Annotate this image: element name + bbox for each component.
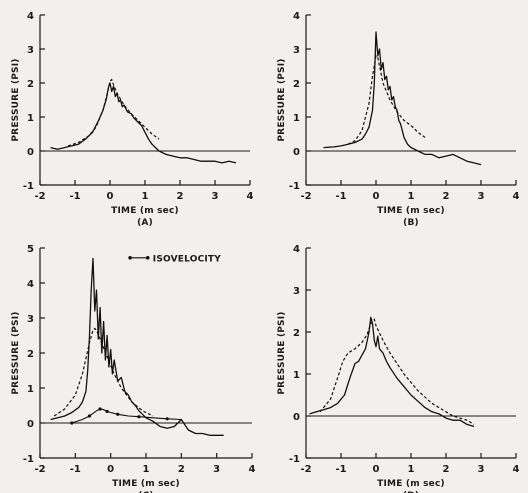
x-tick-label: -1 — [69, 191, 80, 202]
y-axis-label: PRESSURE (PSI) — [277, 58, 287, 141]
panel-label: (D) — [403, 491, 419, 493]
series-line-solid — [50, 257, 224, 436]
y-tick-label: 5 — [27, 244, 34, 255]
y-tick-label: 4 — [293, 244, 300, 255]
series-line-dashed — [53, 327, 154, 417]
y-tick-label: 4 — [293, 11, 300, 22]
y-axis-label: PRESSURE (PSI) — [11, 58, 21, 141]
y-tick-label: -1 — [289, 181, 300, 192]
x-tick-label: -2 — [300, 464, 311, 475]
x-tick-label: 4 — [513, 464, 520, 475]
y-tick-label: 3 — [27, 45, 34, 56]
y-axis-label: PRESSURE (PSI) — [11, 311, 21, 394]
x-tick-label: 1 — [142, 191, 149, 202]
y-tick-label: -1 — [289, 454, 300, 465]
x-tick-label: 3 — [478, 191, 485, 202]
x-axis-label: TIME (m sec) — [377, 206, 445, 216]
y-tick-label: 0 — [27, 419, 34, 430]
x-tick-label: 3 — [478, 464, 485, 475]
y-tick-label: 3 — [293, 45, 300, 56]
series-line-dashed — [319, 318, 475, 425]
y-tick-label: -1 — [23, 181, 34, 192]
x-axis-label: TIME (m sec) — [112, 479, 180, 489]
x-tick-label: 0 — [373, 191, 380, 202]
isovelocity-marker — [116, 412, 120, 416]
x-tick-label: 2 — [178, 464, 185, 475]
isovelocity-marker — [105, 409, 109, 414]
y-tick-label: 0 — [293, 147, 300, 158]
x-tick-label: 2 — [177, 191, 184, 202]
isovelocity-marker — [87, 414, 92, 418]
x-tick-label: -2 — [300, 191, 311, 202]
series-line-solid — [309, 316, 475, 428]
x-tick-label: 3 — [212, 191, 219, 202]
y-tick-label: 4 — [27, 279, 34, 290]
y-tick-label: 3 — [293, 286, 300, 297]
y-tick-label: 3 — [27, 314, 34, 325]
x-tick-label: 4 — [249, 464, 256, 475]
y-tick-label: 1 — [293, 113, 300, 124]
y-tick-label: 1 — [293, 370, 300, 381]
series-line-solid — [323, 31, 482, 166]
y-tick-label: 0 — [293, 412, 300, 423]
y-tick-label: 2 — [27, 79, 34, 90]
y-tick-label: 0 — [27, 147, 34, 158]
legend-label: ISOVELOCITY — [153, 254, 222, 264]
isovelocity-marker — [137, 415, 141, 419]
isovelocity-marker — [98, 407, 102, 411]
y-axis-label: PRESSURE (PSI) — [277, 311, 287, 394]
y-tick-label: 1 — [27, 113, 34, 124]
x-tick-label: 1 — [143, 464, 150, 475]
panel-label: (A) — [137, 218, 153, 228]
legend-marker — [145, 255, 150, 260]
x-tick-label: 2 — [443, 191, 450, 202]
x-axis-label: TIME (m sec) — [111, 206, 179, 216]
x-tick-label: 0 — [373, 464, 380, 475]
y-tick-label: 2 — [27, 349, 34, 360]
x-tick-label: 0 — [107, 191, 114, 202]
x-tick-label: -1 — [335, 191, 346, 202]
x-tick-label: 4 — [513, 191, 520, 202]
x-tick-label: -2 — [34, 191, 45, 202]
x-tick-label: 3 — [213, 464, 220, 475]
x-tick-label: 4 — [247, 191, 254, 202]
x-axis-label: TIME (m sec) — [377, 479, 445, 489]
x-tick-label: 0 — [107, 464, 114, 475]
x-tick-label: 1 — [408, 191, 415, 202]
panel-label: (B) — [403, 218, 419, 228]
legend-marker — [128, 255, 132, 260]
y-tick-label: 2 — [293, 328, 300, 339]
x-tick-label: -2 — [34, 464, 45, 475]
x-tick-label: -1 — [335, 464, 346, 475]
y-tick-label: 1 — [27, 384, 34, 395]
panel-label: (C) — [138, 491, 153, 493]
x-tick-label: 2 — [443, 464, 450, 475]
y-tick-label: 2 — [293, 79, 300, 90]
y-tick-label: -1 — [23, 454, 34, 465]
series-line-dashed — [347, 54, 426, 145]
y-tick-label: 4 — [27, 11, 34, 22]
isovelocity-marker — [165, 417, 169, 421]
x-tick-label: -1 — [70, 464, 81, 475]
x-tick-label: 1 — [408, 464, 415, 475]
isovelocity-marker — [70, 421, 74, 425]
